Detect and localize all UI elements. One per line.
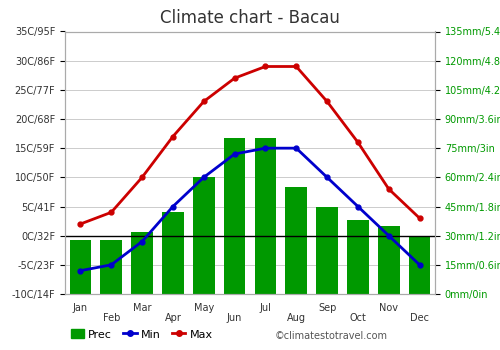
Text: Jul: Jul	[260, 303, 272, 313]
Text: Aug: Aug	[287, 313, 306, 323]
Bar	[254, 139, 276, 294]
Text: Jun: Jun	[227, 313, 242, 323]
Bar	[378, 226, 400, 294]
Text: Nov: Nov	[380, 303, 398, 313]
Bar	[193, 177, 214, 294]
Text: May: May	[194, 303, 214, 313]
Text: Oct: Oct	[350, 313, 366, 323]
Text: Apr: Apr	[164, 313, 182, 323]
Bar	[409, 236, 430, 294]
Bar	[132, 232, 153, 294]
Bar	[347, 220, 368, 294]
Bar	[70, 239, 91, 294]
Text: Feb: Feb	[102, 313, 120, 323]
Text: Sep: Sep	[318, 303, 336, 313]
Bar	[100, 239, 122, 294]
Legend: Prec, Min, Max: Prec, Min, Max	[70, 329, 213, 340]
Title: Climate chart - Bacau: Climate chart - Bacau	[160, 9, 340, 27]
Text: ©climatestotravel.com: ©climatestotravel.com	[275, 331, 388, 341]
Bar	[162, 212, 184, 294]
Text: Dec: Dec	[410, 313, 429, 323]
Bar	[224, 139, 246, 294]
Text: Mar: Mar	[133, 303, 152, 313]
Bar	[286, 187, 307, 294]
Text: Jan: Jan	[73, 303, 88, 313]
Bar	[316, 206, 338, 294]
